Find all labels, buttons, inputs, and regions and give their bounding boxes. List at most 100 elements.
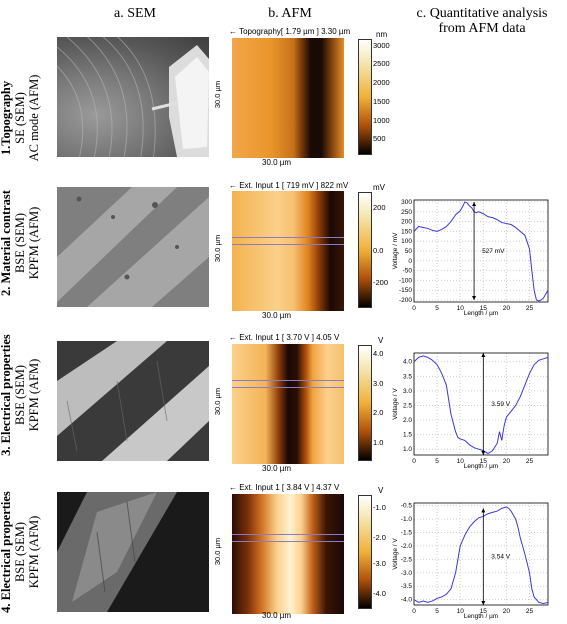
y-tick-label: -3.5 xyxy=(401,583,413,590)
x-tick-label: 0 xyxy=(412,305,416,312)
colorbar-unit-1: nm xyxy=(376,30,388,39)
y-tick-label: -100 xyxy=(399,277,412,284)
arrow-head-top xyxy=(472,201,477,206)
sem-image-1 xyxy=(57,37,209,157)
column-header-analysis-line1: c. Quantitative analysis xyxy=(416,6,548,21)
row-label-4: 4. Electrical properties BSE (SEM) KPFM … xyxy=(0,486,43,618)
x-tick-label: 0 xyxy=(412,458,416,465)
row-label-line3: KPFM (AFM) xyxy=(27,358,41,432)
colorbar-tick-label: 2.0 xyxy=(373,408,384,418)
y-tick-label: -200 xyxy=(399,297,412,304)
column-header-afm: b. AFM xyxy=(268,6,312,21)
y-tick-label: -1.5 xyxy=(401,530,413,537)
y-tick-label: 1.5 xyxy=(403,432,412,439)
row-label-title: 4. Electrical properties xyxy=(0,491,13,613)
y-tick-label: 150 xyxy=(401,228,412,235)
colorbar-tick-label: 1500 xyxy=(373,96,390,106)
y-tick-label: -0.5 xyxy=(401,503,413,510)
y-tick-label: 2.5 xyxy=(403,402,412,409)
x-axis-label: Length / µm xyxy=(464,463,498,470)
sem-image-4 xyxy=(57,492,209,612)
y-tick-label: -3.0 xyxy=(401,570,413,577)
x-tick-label: 25 xyxy=(526,305,534,312)
colorbar-tick-label: -3.0 xyxy=(373,559,386,569)
row-label-title: 2. Material contrast xyxy=(0,190,13,296)
colorbar-tick-label: 3.0 xyxy=(373,378,384,388)
y-tick-label: 0 xyxy=(408,258,412,265)
column-header-sem: a. SEM xyxy=(114,6,156,21)
row-label-title: 3. Electrical properties xyxy=(0,334,13,456)
series-line xyxy=(413,506,549,605)
plot-frame xyxy=(413,352,549,456)
x-tick-label: 20 xyxy=(503,305,511,312)
afm-map-4 xyxy=(232,494,344,614)
series-line xyxy=(413,355,549,455)
y-tick-label: 3.5 xyxy=(403,373,412,380)
annotation-label: 3.59 V xyxy=(491,401,510,408)
arrow-head-bottom xyxy=(481,451,486,455)
afm-map-3 xyxy=(232,344,344,464)
afm-title-1: ← Topography[ 1.79 µm ] 3.30 µm xyxy=(229,27,351,36)
series-line xyxy=(413,201,549,302)
colorbar-tick-label: 1.0 xyxy=(373,438,384,448)
y-axis-label: Voltage / mV xyxy=(392,232,399,270)
y-tick-label: 200 xyxy=(401,219,412,226)
arrow-head-bottom xyxy=(472,296,477,301)
colorbar-tick-label: 4.0 xyxy=(373,349,384,359)
arrow-head-top xyxy=(481,353,486,357)
column-header-analysis: c. Quantitative analysis from AFM data xyxy=(402,6,562,36)
afm-map-1 xyxy=(232,38,344,158)
y-tick-label: -2.5 xyxy=(401,556,413,563)
afm-scan-x-2: 30.0 µm xyxy=(262,311,292,320)
y-axis-label: Voltage / V xyxy=(392,388,399,420)
afm-title-4: ← Ext. Input 1 [ 3.84 V ] 4.37 V xyxy=(229,483,340,492)
x-tick-label: 5 xyxy=(435,458,439,465)
x-tick-label: 0 xyxy=(412,608,416,615)
colorbar-unit-3: V xyxy=(378,336,384,345)
afm-title-2: ← Ext. Input 1 [ 719 mV ] 822 mV xyxy=(229,181,349,190)
y-tick-label: -2.0 xyxy=(401,543,413,550)
row-label-1: 1.Topography SE (SEM) AC mode (AFM) xyxy=(0,63,43,173)
x-tick-label: 10 xyxy=(457,458,465,465)
annotation-label: 527 mV xyxy=(482,248,505,255)
row-label-line3: KPFM (AFM) xyxy=(27,206,41,280)
line-plot-electrical-1: 0 5 10 15 20 25 4.0 3.5 3.0 2.5 2.0 1.5 1.0 Length / … xyxy=(392,352,549,470)
afm-scan-x-3: 30.0 µm xyxy=(262,464,292,473)
annotation-label: 3.54 V xyxy=(491,554,510,561)
plot-frame xyxy=(413,502,549,606)
x-tick-label: 5 xyxy=(435,608,439,615)
colorbar-tick-label: 1000 xyxy=(373,116,390,126)
afm-title-3: ← Ext. Input 1 [ 3.70 V ] 4.05 V xyxy=(229,333,340,342)
colorbar-3 xyxy=(358,345,372,461)
plot-frame xyxy=(413,199,549,303)
row-label-line2: BSE (SEM) xyxy=(13,521,27,583)
x-tick-label: 15 xyxy=(480,608,488,615)
y-tick-label: 4.0 xyxy=(403,359,412,366)
afm-map-2 xyxy=(232,191,344,311)
row-label-line2: SE (SEM) xyxy=(13,92,27,144)
row-label-line2: BSE (SEM) xyxy=(13,364,27,426)
afm-scan-y-3: 30.0 µm xyxy=(213,387,223,416)
y-tick-label: 1.0 xyxy=(403,446,412,453)
y-tick-label: 50 xyxy=(405,248,413,255)
colorbar-tick-label: 2500 xyxy=(373,59,390,69)
y-tick-label: 250 xyxy=(401,209,412,216)
colorbar-tick-label: 3000 xyxy=(373,40,390,50)
colorbar-tick-label: -200 xyxy=(373,278,389,288)
y-axis-label: Voltage / V xyxy=(392,538,399,570)
x-tick-label: 15 xyxy=(480,458,488,465)
x-tick-label: 25 xyxy=(526,608,534,615)
x-tick-label: 5 xyxy=(435,305,439,312)
y-tick-label: -1.0 xyxy=(401,516,413,523)
y-tick-label: 2.0 xyxy=(403,417,412,424)
colorbar-tick-label: 0.0 xyxy=(373,246,384,256)
arrow-head-top xyxy=(481,508,486,513)
line-plot-material-contrast: 0 5 10 15 20 25 300 250 200 150 100 50 0 -50 -100 -150 -… xyxy=(392,199,549,317)
afm-scan-y-1: 30.0 µm xyxy=(213,80,223,109)
afm-scan-y-2: 30.0 µm xyxy=(213,234,223,263)
row-label-3: 3. Electrical properties BSE (SEM) KPFM … xyxy=(0,329,43,461)
afm-scan-x-1: 30.0 µm xyxy=(262,158,292,167)
x-tick-label: 20 xyxy=(503,458,511,465)
x-axis-label: Length / µm xyxy=(464,310,498,317)
colorbar-tick-label: 200 xyxy=(373,202,386,212)
